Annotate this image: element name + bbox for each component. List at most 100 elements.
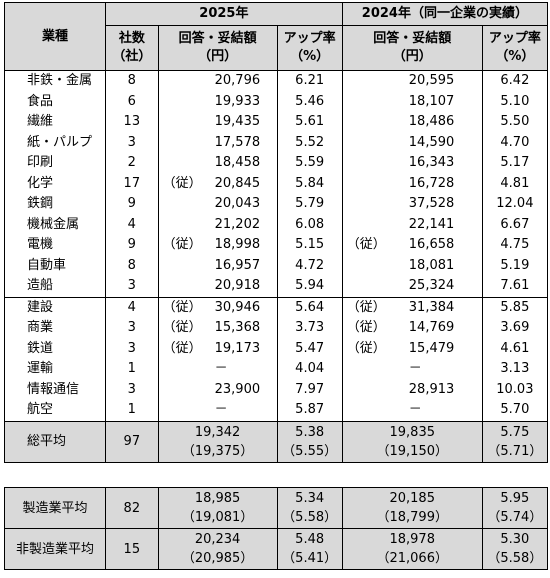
- table-row: 情報通信 3 23,900 7.97 28,913 10.03: [3, 379, 549, 400]
- rate-2024-cell: 5.85: [481, 296, 549, 318]
- industry-cell: 自動車: [3, 255, 107, 276]
- industry-cell: 運輸: [3, 359, 107, 380]
- total-row: 総平均 97 19,342 （19,375） 5.38 （5.55） 19,835 （…: [3, 420, 549, 463]
- amount-value: 25,324: [408, 278, 455, 293]
- amount-value: 31,384: [408, 299, 455, 315]
- count-cell: 4: [105, 296, 159, 318]
- rate-cell: 7.97: [276, 379, 343, 400]
- rate-cell: 4.04: [276, 359, 343, 380]
- employee-basis-marker: （従）: [346, 299, 386, 315]
- amount-value: 14,769: [408, 320, 455, 335]
- table-row: 航空 1 － 5.87 － 5.70: [3, 400, 549, 422]
- industry-cell: 非鉄・金属: [3, 70, 107, 92]
- industry-cell: 建設: [3, 296, 107, 318]
- table-row: 印刷 2 18,458 5.59 16,343 5.17: [3, 153, 549, 174]
- employee-basis-marker: （従）: [162, 320, 202, 335]
- industry-cell: 鉄道: [3, 338, 107, 359]
- industry-cell: 情報通信: [3, 379, 107, 400]
- table-row: 鉄道 3 （従） 19,173 5.47 （従） 15,479 4.61: [3, 338, 549, 359]
- amount-cell: 20,918: [157, 276, 278, 298]
- table-row: 繊維 13 19,435 5.61 18,486 5.50: [3, 112, 549, 133]
- count-cell: 3: [105, 318, 159, 339]
- count-cell: 9: [105, 194, 159, 215]
- rate-2024-cell: 6.42: [481, 70, 549, 92]
- amount-2024-cell: 18,107: [341, 91, 483, 112]
- table-row: 建設 4 （従） 30,946 5.64 （従） 31,384 5.85: [3, 296, 549, 318]
- employee-basis-marker: （従）: [162, 340, 202, 356]
- table-row: 自動車 8 16,957 4.72 18,081 5.19: [3, 255, 549, 276]
- amount-cell: 19,435: [157, 112, 278, 133]
- industry-cell: 食品: [3, 91, 107, 112]
- count-cell: 9: [105, 235, 159, 256]
- amount-value: 19,173: [214, 340, 261, 356]
- industry-cell: 航空: [3, 400, 107, 422]
- amount-value: 18,486: [408, 114, 455, 129]
- mfg-amount-2024: 20,185 （18,799）: [341, 487, 483, 529]
- rate-cell: 5.64: [276, 296, 343, 318]
- amount-2024-cell: （従） 14,769: [341, 318, 483, 339]
- rate-cell: 5.79: [276, 194, 343, 215]
- non-mfg-amount: 20,234 （20,985）: [157, 528, 278, 570]
- amount-value: 16,728: [408, 175, 455, 191]
- amount-value: －: [214, 361, 228, 376]
- total-rate-2024: 5.75 （5.71）: [481, 420, 549, 463]
- non-mfg-average-row: 非製造業平均 15 20,234 （20,985） 5.48 （5.41） 18,9…: [3, 528, 549, 570]
- employee-basis-marker: （従）: [162, 175, 202, 191]
- amount-value: 37,528: [408, 196, 455, 211]
- table-row: 非鉄・金属 8 20,796 6.21 20,595 6.42: [3, 70, 549, 92]
- industry-cell: 鉄鋼: [3, 194, 107, 215]
- count-cell: 3: [105, 338, 159, 359]
- amount-cell: （従） 30,946: [157, 296, 278, 318]
- table-row: 紙・パルプ 3 17,578 5.52 14,590 4.70: [3, 132, 549, 153]
- amount-value: 17,578: [214, 134, 261, 150]
- amount-2024-cell: 14,590: [341, 132, 483, 153]
- amount-value: 14,590: [408, 134, 455, 150]
- amount-header: 回答・妥結額 （円）: [157, 25, 278, 71]
- amount-2024-cell: 22,141: [341, 214, 483, 235]
- rate-cell: 5.61: [276, 112, 343, 133]
- amount-value: 18,458: [214, 155, 261, 170]
- mfg-rate: 5.34 （5.58）: [276, 487, 343, 529]
- rate-cell: 5.94: [276, 276, 343, 298]
- rate-cell: 4.72: [276, 255, 343, 276]
- amount-cell: 18,458: [157, 153, 278, 174]
- non-manufacturing-rows: 建設 4 （従） 30,946 5.64 （従） 31,384 5.85 商業 3 （従） 15,36…: [3, 296, 549, 422]
- amount-cell: （従） 18,998: [157, 235, 278, 256]
- rate-2024-cell: 3.13: [481, 359, 549, 380]
- count-cell: 2: [105, 153, 159, 174]
- industry-cell: 造船: [3, 276, 107, 298]
- non-mfg-count: 15: [105, 528, 159, 570]
- mfg-amount: 18,985 （19,081）: [157, 487, 278, 529]
- amount-cell: 16,957: [157, 255, 278, 276]
- amount-cell: 23,900: [157, 379, 278, 400]
- rate-2024-cell: 5.17: [481, 153, 549, 174]
- count-cell: 3: [105, 132, 159, 153]
- mfg-average-row: 製造業平均 82 18,985 （19,081） 5.34 （5.58） 20,18…: [3, 487, 549, 529]
- non-mfg-label: 非製造業平均: [3, 528, 107, 570]
- manufacturing-rows: 非鉄・金属 8 20,796 6.21 20,595 6.42 食品 6 19,933 5.46 1…: [3, 70, 549, 298]
- table-row: 鉄鋼 9 20,043 5.79 37,528 12.04: [3, 194, 549, 215]
- rate-2024-cell: 6.67: [481, 214, 549, 235]
- rate-2024-cell: 4.75: [481, 235, 549, 256]
- count-cell: 3: [105, 379, 159, 400]
- count-cell: 6: [105, 91, 159, 112]
- rate-2024-header: アップ率 （%）: [481, 25, 549, 71]
- table-row: 造船 3 20,918 5.94 25,324 7.61: [3, 276, 549, 298]
- count-header: 社数 （社）: [105, 25, 159, 71]
- count-cell: 4: [105, 214, 159, 235]
- amount-value: 15,479: [408, 340, 455, 356]
- amount-value: 30,946: [214, 299, 261, 315]
- amount-value: 16,957: [214, 257, 261, 273]
- year-2024-header: 2024年（同一企業の実績）: [341, 2, 549, 26]
- count-cell: 17: [105, 173, 159, 194]
- amount-value: 18,107: [408, 93, 455, 109]
- amount-2024-cell: 18,081: [341, 255, 483, 276]
- industry-cell: 印刷: [3, 153, 107, 174]
- total-rate: 5.38 （5.55）: [276, 420, 343, 463]
- amount-2024-cell: 25,324: [341, 276, 483, 298]
- amount-2024-cell: 18,486: [341, 112, 483, 133]
- employee-basis-marker: （従）: [346, 320, 386, 335]
- amount-value: 20,796: [214, 73, 261, 88]
- amount-cell: 19,933: [157, 91, 278, 112]
- industry-cell: 繊維: [3, 112, 107, 133]
